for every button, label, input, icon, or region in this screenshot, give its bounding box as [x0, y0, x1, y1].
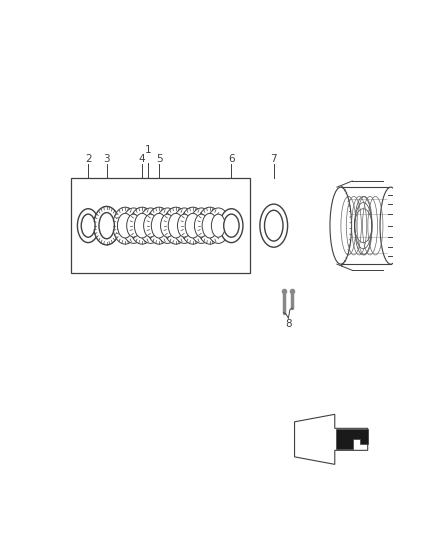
- Ellipse shape: [180, 207, 205, 244]
- Ellipse shape: [380, 187, 402, 264]
- Text: 4: 4: [139, 155, 145, 165]
- Ellipse shape: [161, 214, 174, 237]
- Ellipse shape: [330, 187, 352, 264]
- Ellipse shape: [130, 207, 155, 244]
- Polygon shape: [398, 222, 404, 229]
- Ellipse shape: [99, 213, 114, 239]
- Ellipse shape: [113, 207, 138, 244]
- Ellipse shape: [173, 208, 196, 244]
- Text: 5: 5: [156, 155, 162, 165]
- Ellipse shape: [127, 214, 141, 237]
- Ellipse shape: [117, 213, 133, 238]
- Ellipse shape: [156, 208, 179, 244]
- Polygon shape: [336, 429, 367, 449]
- Ellipse shape: [194, 214, 208, 237]
- Ellipse shape: [185, 213, 201, 238]
- Text: 7: 7: [270, 155, 277, 165]
- Ellipse shape: [220, 209, 243, 243]
- Ellipse shape: [78, 209, 99, 243]
- Ellipse shape: [134, 213, 150, 238]
- Text: 3: 3: [103, 155, 110, 165]
- Text: 2: 2: [85, 155, 92, 165]
- Ellipse shape: [122, 208, 145, 244]
- Ellipse shape: [81, 214, 95, 237]
- Ellipse shape: [207, 208, 230, 244]
- Ellipse shape: [151, 213, 167, 238]
- Ellipse shape: [168, 213, 184, 238]
- Ellipse shape: [198, 207, 222, 244]
- Ellipse shape: [94, 206, 120, 245]
- Ellipse shape: [265, 210, 283, 241]
- Ellipse shape: [147, 207, 171, 244]
- Ellipse shape: [190, 208, 213, 244]
- Bar: [71, 178, 250, 273]
- Ellipse shape: [177, 214, 191, 237]
- Ellipse shape: [224, 214, 239, 237]
- Ellipse shape: [212, 214, 225, 237]
- Text: 6: 6: [228, 155, 235, 165]
- Text: 1: 1: [145, 145, 152, 155]
- Ellipse shape: [164, 207, 188, 244]
- Ellipse shape: [144, 214, 158, 237]
- Text: 8: 8: [285, 319, 292, 329]
- Ellipse shape: [202, 213, 218, 238]
- Ellipse shape: [260, 204, 288, 247]
- Ellipse shape: [139, 208, 162, 244]
